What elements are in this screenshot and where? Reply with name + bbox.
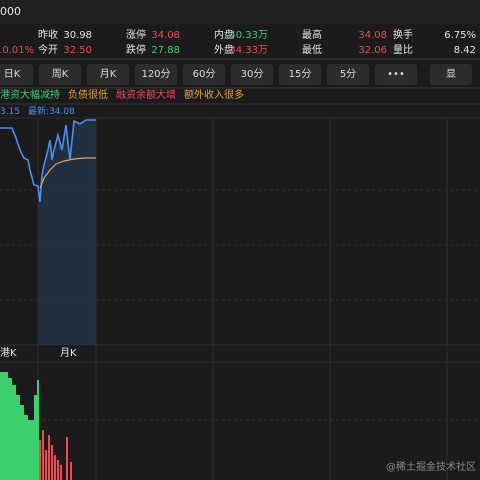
volume-red [39,430,72,480]
quote-value: 32.50 [63,45,92,56]
watermark: @稀土掘金技术社区 [386,462,476,473]
quote-label: 量比 [393,45,413,56]
quote-value: 32.06 [358,45,387,56]
period-tab[interactable]: 显 [430,64,472,85]
quote-value: 40.33万 [229,30,268,41]
stock-tag[interactable]: 港资大幅减持 [0,90,60,101]
stock-code: 000 [0,5,21,18]
quote-value: 8.42 [453,45,476,56]
quote-label: 最高 [302,30,322,41]
quote-value: 34.08 [151,30,180,41]
volume-green [0,372,39,480]
change-percent: 10.01% [0,45,35,56]
lower-label: 港K [0,348,17,359]
price-label: 3.15 [0,107,21,117]
price-area [38,118,96,345]
period-tab[interactable]: 15分 [279,64,321,85]
period-tab[interactable]: 日K [0,64,33,85]
latest-price: 最新:34.08 [28,107,75,117]
stock-tag[interactable]: 负债很低 [68,90,108,101]
top-bar [0,0,480,24]
stock-tag[interactable]: 额外收入很多 [184,90,244,101]
period-tab[interactable]: 5分 [327,64,369,85]
period-tab[interactable]: 60分 [183,64,225,85]
lower-label: 月K [60,348,77,359]
avg-line [39,157,96,189]
quote-value: 34.08 [358,30,387,41]
stock-tag[interactable]: 融资余额大增 [116,90,176,101]
quote-label: 昨收 [38,30,58,41]
quote-label: 涨停 [126,30,146,41]
quote-value: 27.88 [151,45,180,56]
quote-value: 30.98 [63,30,92,41]
quote-value: 6.75% [444,30,476,41]
period-tab[interactable]: 月K [87,64,129,85]
period-tab[interactable]: 30分 [231,64,273,85]
quote-label: 外盘 [214,45,234,56]
period-tab[interactable]: 周K [39,64,81,85]
quote-label: 内盘 [214,30,234,41]
period-tab[interactable]: 120分 [135,64,177,85]
quote-label: 今开 [38,45,58,56]
quote-label: 跌停 [126,45,146,56]
quote-value: 34.33万 [229,45,268,56]
period-tab[interactable]: ••• [375,64,417,85]
quote-label: 换手 [393,30,413,41]
quote-label: 最低 [302,45,322,56]
